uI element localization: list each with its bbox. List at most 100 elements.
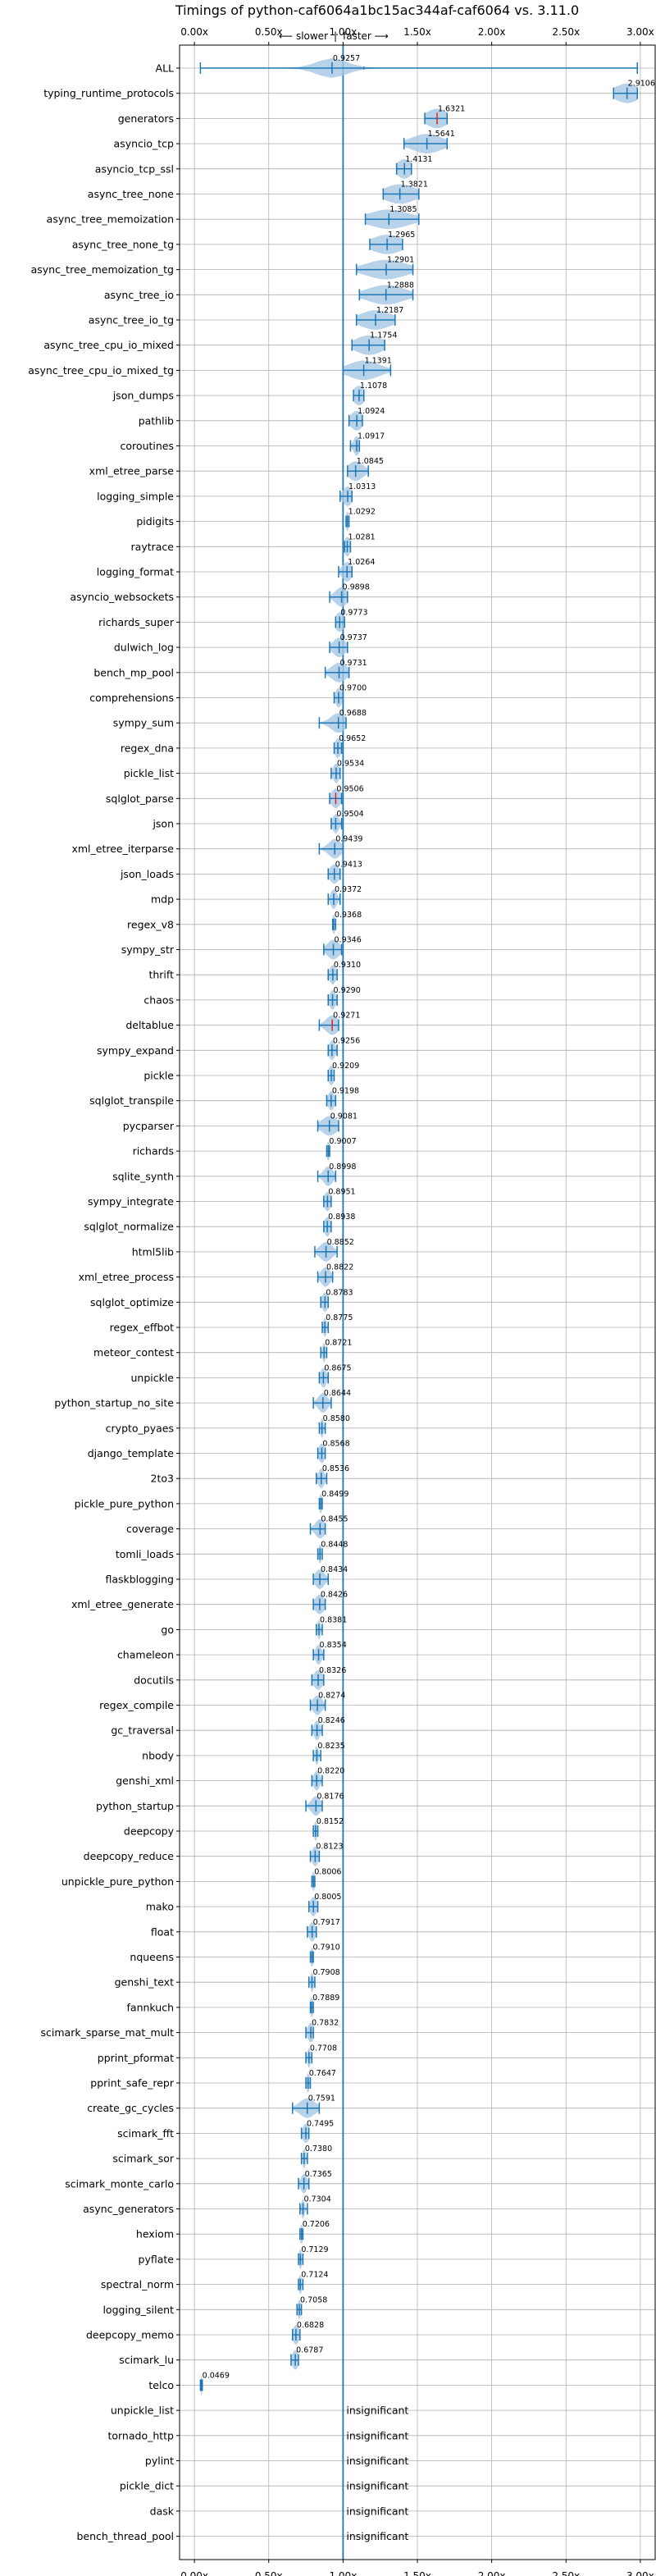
benchmark-name: sympy_sum <box>113 717 174 729</box>
benchmark-name: logging_simple <box>97 490 174 502</box>
benchmark-name: go <box>161 1624 174 1636</box>
value-label: 0.7708 <box>310 2044 337 2053</box>
value-label: 0.7591 <box>308 2094 335 2103</box>
axis-layer: 0.00x 0.00x 0.50x 0.50x 1.00x 1.00x 1.50x 1.50x… <box>28 26 654 2576</box>
benchmark-name: unpickle_list <box>111 2405 174 2417</box>
chart-title: Timings of python-caf6064a1bc15ac344af-c… <box>175 2 579 18</box>
value-label: 0.9310 <box>334 961 361 970</box>
value-label: 1.1078 <box>360 381 387 391</box>
value-label: 1.0281 <box>348 532 375 541</box>
x-tick-label: 0.50x <box>255 2570 283 2576</box>
benchmark-name: coroutines <box>121 440 174 452</box>
value-label: 0.9534 <box>337 760 364 769</box>
value-label: 0.8005 <box>314 1893 341 1902</box>
value-label: 1.2965 <box>388 231 415 240</box>
value-label: 0.7129 <box>301 2245 328 2254</box>
benchmark-name: coverage <box>126 1523 174 1535</box>
x-tick-label: 1.00x <box>329 26 357 38</box>
benchmark-name: async_tree_cpu_io_mixed_tg <box>28 364 174 377</box>
x-tick-label: 3.00x <box>626 2570 654 2576</box>
benchmark-name: async_tree_cpu_io_mixed <box>43 339 174 351</box>
violin-layer <box>199 45 638 2560</box>
benchmark-name: scimark_lu <box>119 2354 174 2366</box>
benchmark-name: pickle_list <box>124 767 174 779</box>
value-label: 0.6787 <box>296 2346 323 2355</box>
benchmark-name: richards <box>133 1145 174 1158</box>
benchmark-name: json_loads <box>120 868 174 880</box>
benchmark-name: json_dumps <box>112 390 174 402</box>
benchmark-name: pathlib <box>139 414 174 427</box>
benchmark-name: raytrace <box>131 541 175 553</box>
value-label: 0.7304 <box>304 2195 331 2204</box>
value-label: 0.9737 <box>340 633 367 642</box>
value-label: 0.8455 <box>321 1515 348 1524</box>
value-label: 0.9731 <box>339 659 367 668</box>
benchmark-name: pycparser <box>123 1120 175 1132</box>
benchmark-name: tomli_loads <box>116 1548 174 1560</box>
benchmark-name: async_tree_io <box>104 289 174 301</box>
benchmark-name: telco <box>148 2379 174 2391</box>
benchmark-name: scimark_monte_carlo <box>65 2177 174 2190</box>
benchmark-name: async_tree_memoization_tg <box>31 263 174 276</box>
benchmark-name: regex_dna <box>121 742 174 754</box>
benchmark-name: async_tree_io_tg <box>89 314 174 327</box>
insignificant-label: insignificant <box>346 2480 408 2492</box>
benchmark-name: async_generators <box>83 2203 174 2215</box>
value-label: 0.7910 <box>312 1943 339 1953</box>
benchmark-name: async_tree_memoization <box>47 213 174 226</box>
benchmark-name: docutils <box>134 1674 174 1686</box>
benchmark-name: async_tree_none <box>88 188 175 200</box>
benchmark-name: pylint <box>145 2455 174 2467</box>
benchmark-name: sqlglot_transpile <box>89 1094 174 1107</box>
benchmark-name: logging_silent <box>102 2304 174 2316</box>
value-label: 0.8675 <box>324 1363 351 1372</box>
benchmark-name: crypto_pyaes <box>106 1422 174 1434</box>
benchmark-name: richards_super <box>98 616 175 628</box>
benchmark-name: genshi_xml <box>116 1774 174 1787</box>
benchmark-name: json <box>152 818 174 830</box>
value-label: 0.8274 <box>318 1692 345 1701</box>
value-label: 0.9290 <box>334 986 361 995</box>
value-label: 0.8852 <box>327 1238 354 1247</box>
value-label: 0.9256 <box>333 1036 360 1045</box>
benchmark-name: ALL <box>156 62 175 75</box>
benchmark-name: bench_thread_pool <box>76 2530 174 2542</box>
benchmark-name: asyncio_tcp <box>114 138 175 150</box>
benchmark-name: mako <box>146 1901 174 1913</box>
grid-layer <box>180 45 655 2560</box>
label-layer: 0.9257 2.9106 1.6321 1.5641 1.4131 1.3821 1.30… <box>203 54 655 2542</box>
benchmark-name: xml_etree_parse <box>89 465 175 477</box>
value-label: 0.9700 <box>339 684 367 693</box>
x-tick-label: 3.00x <box>626 26 654 38</box>
value-label: 0.8580 <box>323 1414 350 1423</box>
value-label: 1.6321 <box>438 104 465 113</box>
value-label: 1.2888 <box>387 281 414 290</box>
benchmark-name: pickle <box>144 1070 174 1082</box>
plot-frame <box>179 44 656 2560</box>
value-label: 0.8123 <box>316 1843 343 1852</box>
benchmark-name: bench_mp_pool <box>93 666 174 678</box>
x-tick-label: 1.00x <box>329 2570 357 2576</box>
value-label: 0.9504 <box>336 810 363 819</box>
value-label: 1.0845 <box>357 457 384 466</box>
x-tick-label: 2.50x <box>552 26 580 38</box>
benchmark-name: mdp <box>151 893 174 906</box>
value-label: 0.7058 <box>300 2295 327 2304</box>
value-label: 0.8644 <box>324 1389 351 1398</box>
benchmark-name: xml_etree_process <box>79 1271 174 1283</box>
x-tick-label: 0.00x <box>180 26 208 38</box>
benchmark-name: sqlglot_normalize <box>84 1221 174 1233</box>
value-label: 0.8822 <box>326 1263 353 1272</box>
value-label: 2.9106 <box>628 80 655 89</box>
value-label: 1.0313 <box>348 482 376 491</box>
benchmark-name: asyncio_websockets <box>70 591 174 603</box>
value-label: 0.8326 <box>319 1666 346 1675</box>
value-label: 0.8951 <box>328 1188 355 1197</box>
benchmark-name: async_tree_none_tg <box>72 238 174 250</box>
benchmark-name: deepcopy_reduce <box>84 1850 175 1862</box>
benchmark-name: generators <box>118 112 174 125</box>
benchmark-name: gc_traversal <box>111 1724 174 1737</box>
value-label: 0.8354 <box>320 1641 347 1650</box>
benchmark-name: fannkuch <box>127 2001 174 2013</box>
insignificant-label: insignificant <box>346 2405 408 2417</box>
